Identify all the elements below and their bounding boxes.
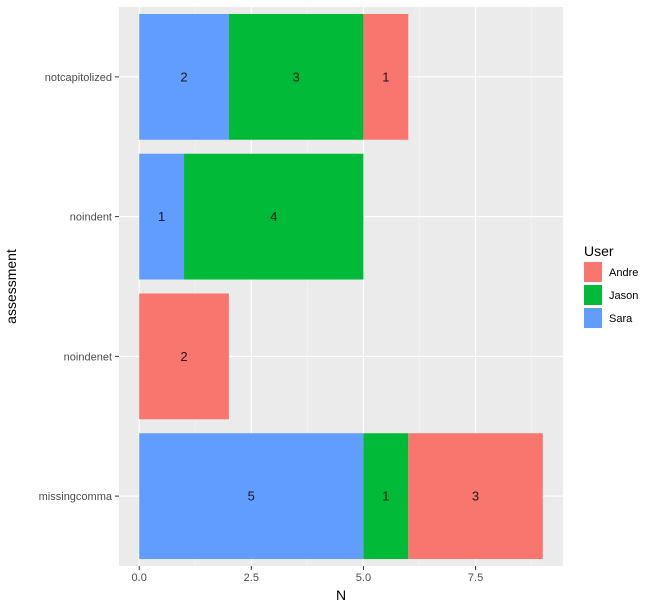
y-axis-title: assessment [3, 249, 19, 324]
bar-value-label: 3 [472, 489, 479, 504]
bar-notcapitolized-jason [228, 13, 364, 140]
bar-noindent-sara [139, 153, 185, 280]
y-tick-label: noindent [70, 212, 112, 224]
bar-notcapitolized-sara [139, 13, 229, 140]
legend-swatch-jason [584, 285, 602, 305]
legend-label-sara: Sara [609, 313, 633, 325]
legend-label-jason: Jason [609, 290, 638, 302]
bar-value-label: 2 [180, 349, 187, 364]
bar-missingcomma-sara [139, 433, 364, 560]
x-tick-label: 7.5 [468, 572, 483, 584]
bar-value-label: 5 [248, 489, 255, 504]
legend-swatch-andre [584, 262, 602, 282]
y-tick-label: noindenet [64, 351, 112, 363]
y-tick-label: notcapitolized [45, 72, 112, 84]
bar-value-label: 1 [382, 489, 389, 504]
bar-noindent-jason [184, 153, 364, 280]
legend-label-andre: Andre [609, 267, 638, 279]
bar-value-label: 1 [158, 209, 165, 224]
bar-missingcomma-jason [363, 433, 409, 560]
y-tick-label: missingcomma [39, 491, 113, 503]
bar-value-label: 1 [382, 69, 389, 84]
legend-title: User [584, 243, 614, 259]
bar-value-label: 4 [270, 209, 277, 224]
x-axis-title: N [336, 587, 346, 603]
x-tick-label: 2.5 [244, 572, 259, 584]
x-tick-label: 5.0 [356, 572, 371, 584]
x-tick-label: 0.0 [132, 572, 147, 584]
legend-swatch-sara [584, 308, 602, 328]
bar-notcapitolized-andre [363, 13, 409, 140]
bar-missingcomma-andre [408, 433, 543, 560]
bar-value-label: 2 [180, 69, 187, 84]
bar-noindenet-andre [139, 293, 229, 420]
bar-value-label: 3 [293, 69, 300, 84]
